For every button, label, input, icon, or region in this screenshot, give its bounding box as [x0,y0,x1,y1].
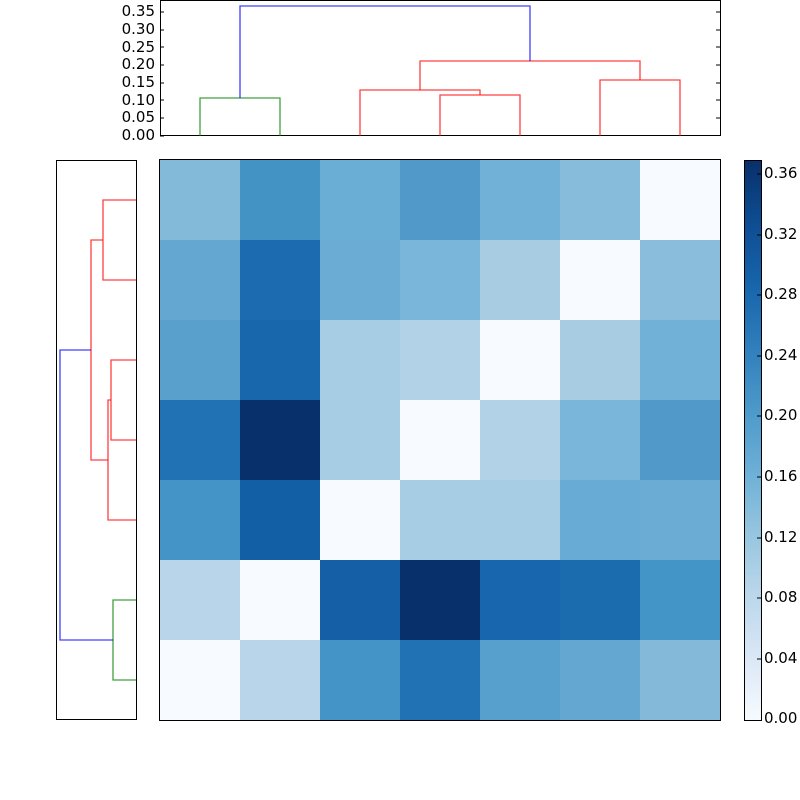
heatmap-cell [480,640,560,720]
heatmap-cell [400,560,480,640]
heatmap-cell [400,320,480,400]
heatmap-cell [480,560,560,640]
heatmap-cell [640,320,720,400]
heatmap-cell [240,480,320,560]
heatmap-cell [240,160,320,240]
heatmap-cell [640,400,720,480]
heatmap-cell [640,160,720,240]
heatmap-cell [240,640,320,720]
colorbar-tick-label: 0.28 [764,285,798,303]
heatmap-cell [480,320,560,400]
top-ytick-label: 0.10 [121,91,155,109]
heatmap-cell [560,640,640,720]
colorbar-tick-label: 0.32 [764,225,798,243]
heatmap-cell [400,160,480,240]
top-ytick-label: 0.35 [121,2,155,20]
heatmap-cell [480,400,560,480]
heatmap-cell [400,640,480,720]
heatmap-cell [160,240,240,320]
heatmap-cell [640,240,720,320]
left-dendrogram-axes [56,160,137,720]
top-ytick-label: 0.20 [121,55,155,73]
heatmap-cell [160,640,240,720]
heatmap-cell [320,160,400,240]
top-ytick-label: 0.15 [121,73,155,91]
colorbar-tick-label: 0.04 [764,649,798,667]
heatmap-cell [240,400,320,480]
heatmap-cell [640,480,720,560]
heatmap-cell [560,240,640,320]
heatmap-cell [160,400,240,480]
heatmap-cell [320,400,400,480]
heatmap-cell [400,480,480,560]
heatmap-cell [480,480,560,560]
heatmap-axes [159,159,721,721]
heatmap-cell [160,480,240,560]
heatmap-cell [240,240,320,320]
heatmap-cell [560,160,640,240]
heatmap-cell [560,320,640,400]
heatmap-cell [320,320,400,400]
top-ytick-label: 0.00 [121,126,155,144]
colorbar-tick-label: 0.08 [764,588,798,606]
heatmap-cell [560,560,640,640]
top-dendrogram-axes [160,0,721,136]
colorbar-tick-label: 0.16 [764,467,798,485]
heatmap-cell [160,160,240,240]
heatmap-cell [160,560,240,640]
heatmap-cell [320,240,400,320]
colorbar-tick-label: 0.20 [764,406,798,424]
heatmap-cell [240,560,320,640]
top-ytick-label: 0.30 [121,20,155,38]
heatmap-cell [160,320,240,400]
heatmap-cell [320,560,400,640]
heatmap-cell [480,160,560,240]
heatmap-cell [640,560,720,640]
heatmap-grid [160,160,720,720]
heatmap-cell [480,240,560,320]
heatmap-cell [240,320,320,400]
top-ytick-label: 0.05 [121,108,155,126]
top-ytick-label: 0.25 [121,38,155,56]
colorbar-tick-label: 0.12 [764,528,798,546]
heatmap-cell [320,640,400,720]
heatmap-cell [640,640,720,720]
colorbar [744,160,762,721]
heatmap-cell [560,400,640,480]
heatmap-cell [400,400,480,480]
heatmap-cell [560,480,640,560]
colorbar-tick-label: 0.24 [764,346,798,364]
heatmap-cell [400,240,480,320]
colorbar-tick-label: 0.36 [764,164,798,182]
heatmap-cell [320,480,400,560]
colorbar-tick-label: 0.00 [764,709,798,727]
